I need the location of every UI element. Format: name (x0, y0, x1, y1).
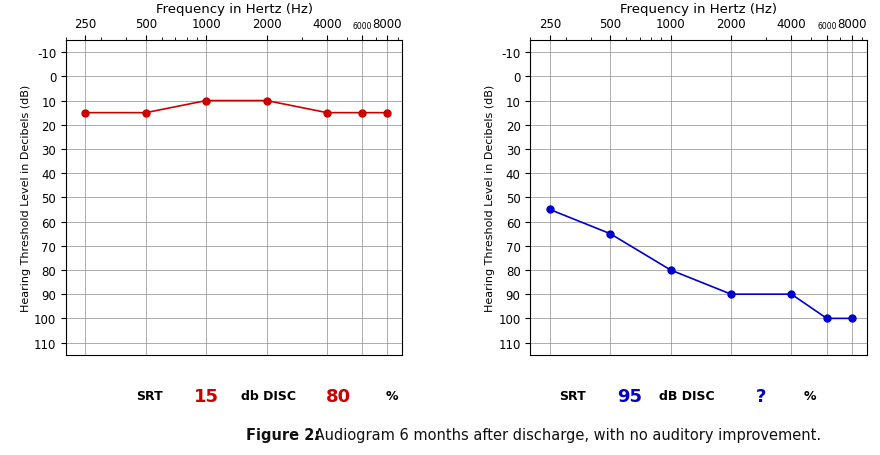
Title: Frequency in Hertz (Hz): Frequency in Hertz (Hz) (620, 3, 777, 16)
Y-axis label: Hearing Threshold Level in Decibels (dB): Hearing Threshold Level in Decibels (dB) (21, 85, 31, 311)
Text: Figure 2:: Figure 2: (246, 427, 320, 442)
Title: Frequency in Hertz (Hz): Frequency in Hertz (Hz) (156, 3, 312, 16)
Text: Audiogram 6 months after discharge, with no auditory improvement.: Audiogram 6 months after discharge, with… (310, 427, 821, 442)
Text: 15: 15 (194, 387, 219, 405)
Text: ?: ? (756, 387, 766, 405)
Text: SRT: SRT (136, 389, 163, 402)
Text: db DISC: db DISC (241, 389, 296, 402)
Text: 80: 80 (326, 387, 351, 405)
Text: dB DISC: dB DISC (658, 389, 715, 402)
Y-axis label: Hearing Threshold Level in Decibels (dB): Hearing Threshold Level in Decibels (dB) (486, 85, 495, 311)
Text: %: % (803, 389, 816, 402)
Text: 95: 95 (617, 387, 642, 405)
Text: SRT: SRT (559, 389, 585, 402)
Text: %: % (385, 389, 398, 402)
